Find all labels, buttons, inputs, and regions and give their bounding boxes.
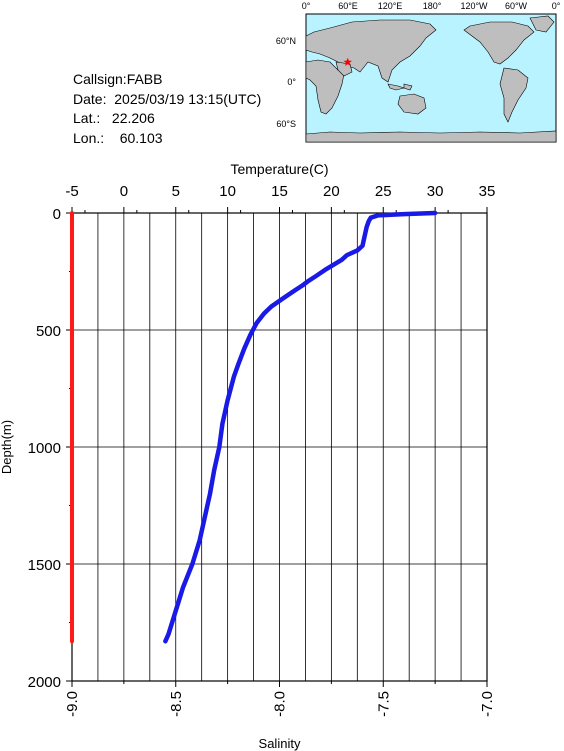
- map-land: [305, 15, 557, 143]
- y-tick-label: 1500: [28, 557, 61, 574]
- bottom-tick-label: -8.0: [272, 691, 289, 717]
- station-info: Callsign:FABB Date: 2025/03/19 13:15(UTC…: [73, 70, 261, 148]
- top-axis-label: Temperature(C): [230, 161, 328, 177]
- temperature-profile-line: [163, 210, 438, 644]
- map-lon-label: 120°E: [378, 1, 403, 11]
- top-tick-label: 0: [120, 183, 128, 200]
- latitude: Lat.: 22.206: [73, 110, 155, 126]
- map-lon-label: 60°W: [505, 1, 528, 11]
- greenland-landmass: [529, 15, 555, 33]
- bottom-tick-label: -8.5: [168, 691, 185, 717]
- indonesia-islands: [387, 83, 413, 91]
- map-lon-label: 180°: [423, 1, 442, 11]
- north-america-landmass: [463, 21, 535, 65]
- y-axis-label: Depth(m): [0, 420, 14, 474]
- top-tick-label: 25: [375, 183, 392, 200]
- bottom-tick-label: -7.5: [375, 691, 392, 717]
- y-tick-label: 2000: [28, 674, 61, 691]
- longitude: Lon.: 60.103: [73, 129, 163, 146]
- map-lon-label: 60°E: [338, 1, 358, 11]
- top-tick-label: 20: [323, 183, 340, 200]
- series-group: [70, 210, 438, 644]
- map-lat-label: 0°: [287, 77, 296, 87]
- bottom-tick-label: -7.0: [479, 691, 496, 717]
- antarctica-landmass: [305, 130, 557, 143]
- top-tick-label: 15: [271, 183, 288, 200]
- tick-labels: -5 0 5 10 15 20 25 30 35-9.0 -8.5 -8.0 -7.5 -7.00500…: [28, 183, 496, 717]
- eurasia-landmass: [305, 19, 437, 83]
- map-lon-label: 120°W: [460, 1, 488, 11]
- callsign: Callsign:FABB: [73, 71, 163, 87]
- y-tick-label: 0: [53, 206, 61, 223]
- bottom-tick-label: -9.0: [64, 691, 81, 717]
- map-frame: [305, 13, 557, 143]
- top-tick-label: 5: [172, 183, 180, 200]
- top-tick-label: 10: [219, 183, 236, 200]
- date: Date: 2025/03/19 13:15(UTC): [73, 90, 262, 107]
- marker-icon: [343, 57, 353, 66]
- map-marker: [343, 57, 353, 66]
- map-lon-label: 0°: [302, 1, 311, 11]
- top-tick-label: -5: [65, 183, 78, 200]
- map-lon-label: 0°: [552, 1, 561, 11]
- y-tick-label: 500: [36, 323, 61, 340]
- africa-landmass: [305, 59, 345, 115]
- grid-lines: [72, 213, 487, 681]
- y-tick-label: 1000: [28, 440, 61, 457]
- world-map: 0° 60°E 120°E 180° 120°W 60°W 0° 60°N 0°…: [276, 1, 561, 143]
- top-tick-label: 35: [479, 183, 496, 200]
- south-america-landmass: [499, 67, 529, 123]
- map-lat-label: 60°S: [276, 119, 296, 129]
- australia-landmass: [397, 93, 427, 115]
- map-lat-label: 60°N: [276, 36, 296, 46]
- top-tick-label: 30: [427, 183, 444, 200]
- bottom-axis-label: Salinity: [259, 736, 301, 751]
